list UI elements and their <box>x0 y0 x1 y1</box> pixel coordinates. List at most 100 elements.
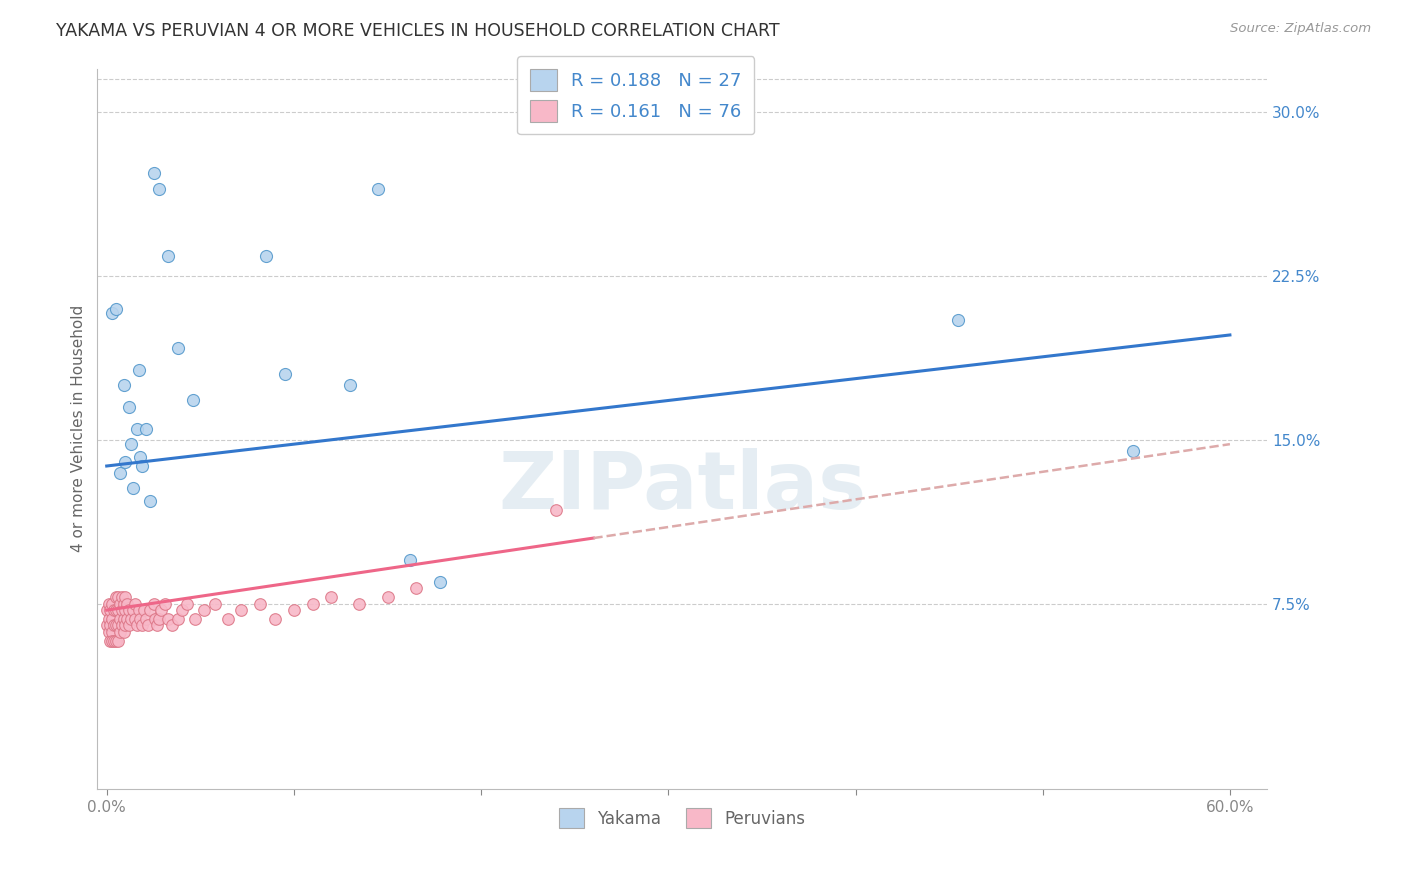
Point <box>96 603 118 617</box>
Point <box>148 612 170 626</box>
Point <box>377 590 399 604</box>
Point <box>96 618 118 632</box>
Point <box>112 624 135 639</box>
Point <box>101 624 124 639</box>
Point <box>544 502 567 516</box>
Point <box>112 597 135 611</box>
Point <box>170 603 193 617</box>
Point <box>153 597 176 611</box>
Point <box>111 603 134 617</box>
Point <box>108 612 131 626</box>
Point <box>120 437 142 451</box>
Point <box>108 466 131 480</box>
Point <box>122 481 145 495</box>
Point <box>105 603 128 617</box>
Point <box>264 612 287 626</box>
Point <box>405 582 427 596</box>
Point <box>117 612 139 626</box>
Point <box>105 301 128 316</box>
Point <box>112 612 135 626</box>
Point <box>118 603 141 617</box>
Point <box>349 597 371 611</box>
Point <box>429 574 451 589</box>
Point <box>125 618 148 632</box>
Text: Source: ZipAtlas.com: Source: ZipAtlas.com <box>1230 22 1371 36</box>
Point <box>145 612 167 626</box>
Point <box>105 618 128 632</box>
Point <box>100 603 122 617</box>
Point <box>101 306 124 320</box>
Point <box>283 603 305 617</box>
Point <box>100 633 122 648</box>
Y-axis label: 4 or more Vehicles in Household: 4 or more Vehicles in Household <box>72 305 86 552</box>
Point <box>142 597 165 611</box>
Point <box>136 618 159 632</box>
Point <box>134 603 156 617</box>
Point <box>114 590 136 604</box>
Point <box>103 618 125 632</box>
Legend: Yakama, Peruvians: Yakama, Peruvians <box>553 801 813 835</box>
Point <box>122 603 145 617</box>
Point <box>399 553 422 567</box>
Point <box>107 590 129 604</box>
Point <box>339 378 361 392</box>
Point <box>131 618 153 632</box>
Point <box>103 603 125 617</box>
Point <box>367 181 389 195</box>
Point <box>157 249 180 263</box>
Point <box>114 603 136 617</box>
Point <box>107 603 129 617</box>
Point <box>124 597 146 611</box>
Point <box>111 618 134 632</box>
Point <box>118 618 141 632</box>
Point <box>101 612 124 626</box>
Point <box>181 393 204 408</box>
Point <box>97 612 120 626</box>
Point <box>118 400 141 414</box>
Point <box>120 612 142 626</box>
Point <box>217 612 239 626</box>
Point <box>111 590 134 604</box>
Point <box>139 494 162 508</box>
Text: ZIPatlas: ZIPatlas <box>498 448 866 525</box>
Point <box>114 455 136 469</box>
Point <box>107 618 129 632</box>
Point <box>117 597 139 611</box>
Point <box>135 422 157 436</box>
Point <box>150 603 173 617</box>
Point <box>124 612 146 626</box>
Point <box>1122 443 1144 458</box>
Point <box>249 597 271 611</box>
Point <box>160 618 183 632</box>
Point <box>139 603 162 617</box>
Point <box>128 363 150 377</box>
Point <box>193 603 215 617</box>
Point <box>166 341 188 355</box>
Point <box>125 422 148 436</box>
Point <box>146 618 169 632</box>
Point <box>157 612 180 626</box>
Point <box>321 590 343 604</box>
Point <box>107 633 129 648</box>
Point <box>129 612 152 626</box>
Point <box>204 597 226 611</box>
Point <box>176 597 198 611</box>
Point <box>183 612 205 626</box>
Point <box>142 166 165 180</box>
Point <box>166 612 188 626</box>
Point <box>114 618 136 632</box>
Point <box>135 612 157 626</box>
Point <box>97 597 120 611</box>
Point <box>948 312 970 326</box>
Point <box>128 603 150 617</box>
Point <box>301 597 323 611</box>
Point <box>101 633 124 648</box>
Point <box>100 618 122 632</box>
Point <box>254 249 277 263</box>
Point <box>105 633 128 648</box>
Point <box>112 378 135 392</box>
Point <box>101 597 124 611</box>
Point <box>108 624 131 639</box>
Point <box>103 633 125 648</box>
Point <box>108 597 131 611</box>
